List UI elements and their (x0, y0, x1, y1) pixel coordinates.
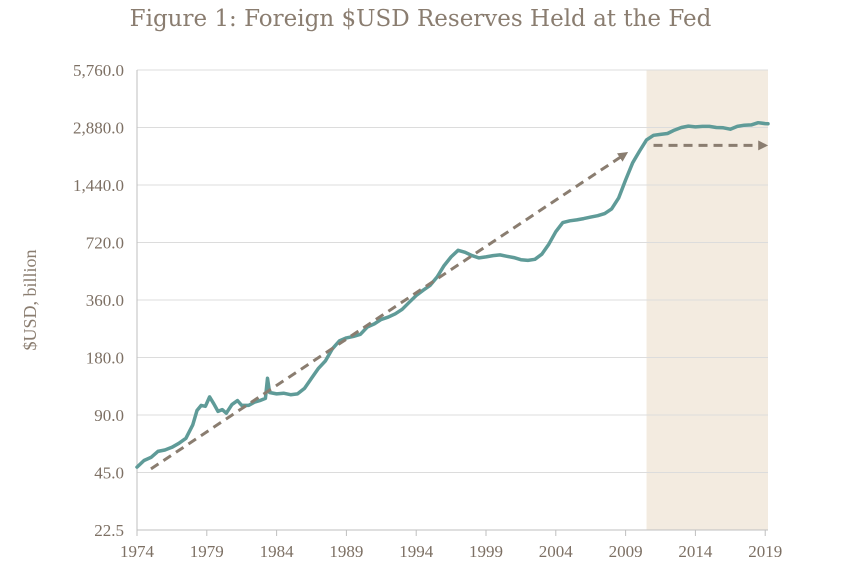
x-tick-label: 1994 (399, 542, 434, 561)
x-tick-label: 1999 (469, 542, 503, 561)
series-line (135, 120, 770, 469)
x-tick-label: 1979 (190, 542, 224, 561)
x-tick-label: 2009 (609, 542, 643, 561)
x-tick-label: 1974 (120, 542, 155, 561)
trend-arrow (150, 152, 629, 471)
x-tick-label: 2014 (678, 542, 713, 561)
x-tick-label: 2019 (748, 542, 782, 561)
y-tick-label: 180.0 (86, 349, 124, 368)
x-tick-label: 1984 (260, 542, 295, 561)
y-tick-label: 5,760.0 (73, 61, 124, 80)
y-tick-label: 1,440.0 (73, 176, 124, 195)
y-tick-label: 2,880.0 (73, 119, 124, 138)
chart-title: Figure 1: Foreign $USD Reserves Held at … (129, 6, 712, 32)
y-tick-label: 360.0 (86, 291, 124, 310)
y-tick-label: 720.0 (86, 234, 124, 253)
y-tick-label: 45.0 (94, 464, 124, 483)
y-tick-label: 90.0 (94, 406, 124, 425)
x-tick-label: 2004 (539, 542, 574, 561)
x-tick-label: 1989 (329, 542, 363, 561)
y-tick-label: 22.5 (94, 521, 124, 540)
y-axis-title: $USD, billion (20, 249, 40, 350)
